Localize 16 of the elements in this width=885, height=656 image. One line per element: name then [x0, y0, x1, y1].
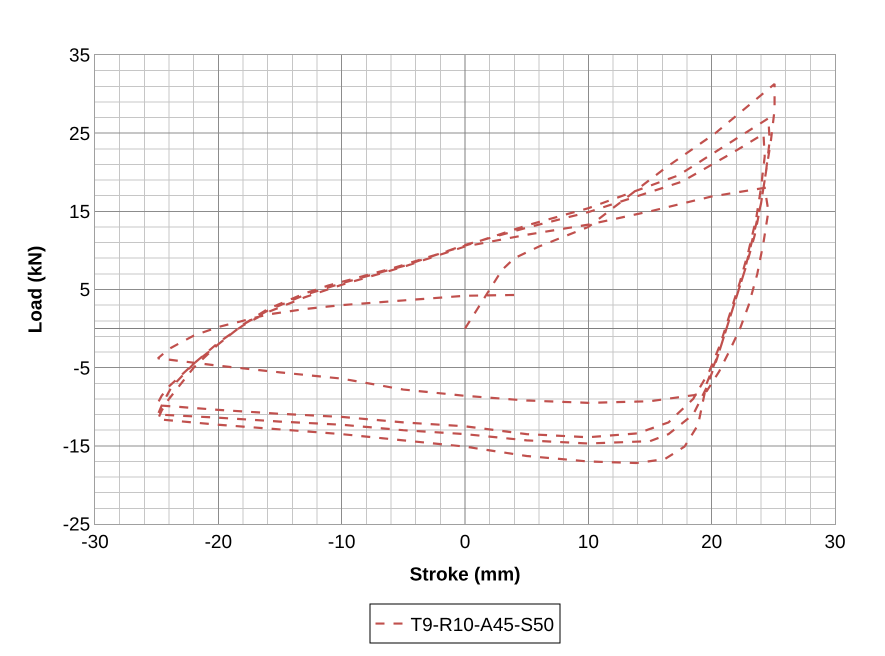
y-tick-label: 35 — [69, 46, 90, 67]
y-tick-label: 15 — [69, 202, 90, 223]
y-axis-title: Load (kN) — [26, 246, 47, 334]
x-axis-title: Stroke (mm) — [410, 564, 520, 586]
x-tick-label: -20 — [204, 532, 232, 553]
x-tick-label: 0 — [460, 532, 470, 553]
x-tick-label: 30 — [824, 532, 846, 553]
x-tick-label: -10 — [328, 532, 356, 553]
y-tick-label: 25 — [69, 124, 90, 145]
x-tick-label: 10 — [578, 532, 599, 553]
y-tick-label: -5 — [73, 358, 90, 380]
x-tick-label: 20 — [701, 532, 722, 553]
y-tick-label: -15 — [62, 436, 90, 458]
line-series — [156, 82, 776, 464]
legend-label: T9-R10-A45-S50 — [410, 614, 554, 636]
y-tick-label: 5 — [80, 280, 90, 302]
